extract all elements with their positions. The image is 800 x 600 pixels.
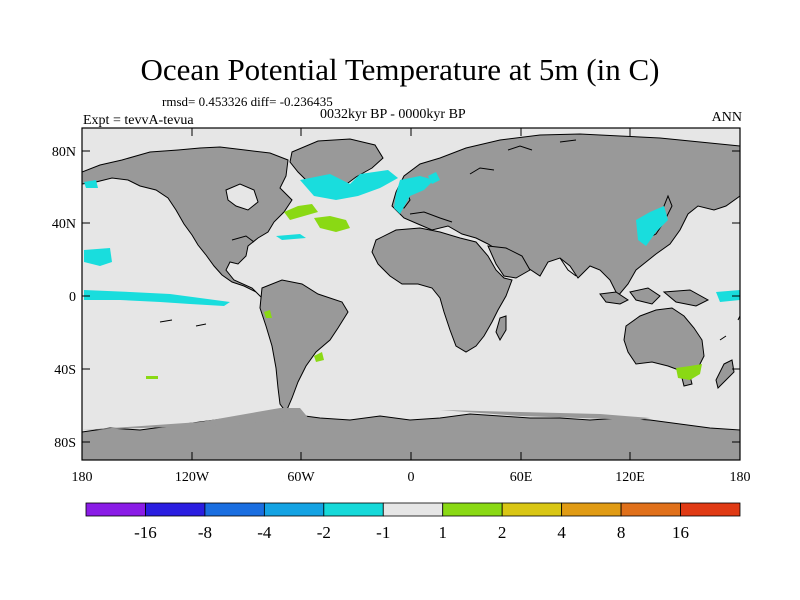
lon-label-0: 0 xyxy=(408,470,415,485)
colorbar-swatch xyxy=(680,502,741,517)
coastline-details xyxy=(159,139,740,341)
stats-text: rmsd= 0.453326 diff= -0.236435 xyxy=(162,94,333,109)
antarctic-land-cells xyxy=(82,408,650,430)
colorbar-swatch xyxy=(323,502,384,517)
colorbar-swatch xyxy=(382,502,444,517)
lon-label-120e: 120E xyxy=(615,470,645,485)
lon-label-60w: 60W xyxy=(287,470,315,485)
colorbar-label: 16 xyxy=(672,523,689,542)
colorbar-swatch xyxy=(85,502,146,517)
colorbar-label: 1 xyxy=(438,523,447,542)
colorbar-swatch xyxy=(561,502,622,517)
lon-label-180w: 180 xyxy=(72,470,93,485)
colorbar-label: 8 xyxy=(617,523,626,542)
colorbar-label: -4 xyxy=(257,523,272,542)
colorbar-swatch xyxy=(501,502,563,517)
arabia xyxy=(487,245,531,279)
colorbar-label: -8 xyxy=(198,523,212,542)
new-zealand xyxy=(715,359,735,389)
colorbar-swatch xyxy=(263,502,325,517)
land-masses xyxy=(82,133,740,460)
anomaly-positive xyxy=(146,204,702,380)
colorbar-label: -16 xyxy=(134,523,157,542)
colorbar-label: 2 xyxy=(498,523,507,542)
indonesia xyxy=(599,287,710,307)
australia xyxy=(623,307,705,373)
lon-label-180e: 180 xyxy=(730,470,751,485)
colorbar-label: -1 xyxy=(376,523,390,542)
colorbar-label: -2 xyxy=(317,523,331,542)
colorbar-label: 4 xyxy=(557,523,566,542)
lon-label-60e: 60E xyxy=(510,470,533,485)
lat-label-40n: 40N xyxy=(52,217,76,232)
lon-label-120w: 120W xyxy=(175,470,210,485)
colorbar-swatch xyxy=(204,502,265,517)
lat-label-80s: 80S xyxy=(54,436,76,451)
map-title: Ocean Potential Temperature at 5m (in C) xyxy=(140,52,660,87)
colorbar: -16 -8 -4 -2 -1 1 2 4 8 16 xyxy=(85,502,741,542)
axis-ticks xyxy=(82,128,740,460)
anomaly-negative xyxy=(84,170,740,306)
period-text: 0032kyr BP - 0000kyr BP xyxy=(320,107,466,122)
south-america xyxy=(259,279,349,413)
hudson-bay xyxy=(225,183,259,211)
colorbar-swatch xyxy=(620,502,681,517)
lat-label-40s: 40S xyxy=(54,363,76,378)
lat-label-80n: 80N xyxy=(52,145,76,160)
colorbar-swatch xyxy=(442,502,503,517)
madagascar xyxy=(495,315,507,342)
colorbar-swatch xyxy=(145,502,206,517)
africa xyxy=(371,227,513,353)
season-label: ANN xyxy=(711,110,742,125)
lat-label-0: 0 xyxy=(69,290,76,305)
experiment-label: Expt = tevvA-tevua xyxy=(83,113,194,128)
